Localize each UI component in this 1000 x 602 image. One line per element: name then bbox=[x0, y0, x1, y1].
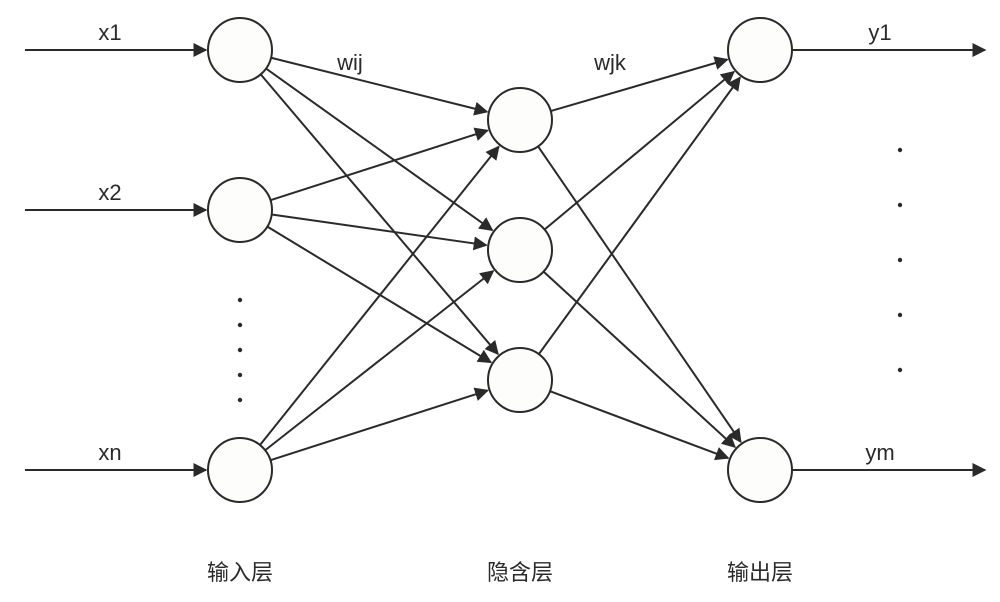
weight-label-0: wij bbox=[336, 50, 363, 75]
node-i2 bbox=[208, 178, 272, 242]
ellipsis-dot bbox=[898, 148, 902, 152]
edge-in-h2 bbox=[265, 271, 493, 450]
edge-h3-om bbox=[550, 391, 728, 458]
edge-h3-o1 bbox=[539, 77, 740, 354]
edge-h1-o1 bbox=[551, 60, 728, 112]
neural-network-diagram: x1 x2 xn y1 ym 输入层 隐含层 输出层 wij wjk bbox=[0, 0, 1000, 602]
ellipsis-dot bbox=[898, 313, 902, 317]
node-h2 bbox=[488, 218, 552, 282]
edge-h2-om bbox=[544, 272, 735, 447]
node-o1 bbox=[728, 18, 792, 82]
ellipsis-dot bbox=[238, 323, 242, 327]
output-label-o1: y1 bbox=[868, 20, 891, 45]
ellipsis-group bbox=[238, 148, 902, 402]
ellipsis-dot bbox=[238, 348, 242, 352]
input-label-in: xn bbox=[98, 440, 121, 465]
layer-label-input: 输入层 bbox=[207, 560, 273, 585]
layer-label-output: 输出层 bbox=[727, 560, 793, 585]
weight-label-1: wjk bbox=[593, 50, 627, 75]
node-h3 bbox=[488, 348, 552, 412]
ellipsis-dot bbox=[898, 203, 902, 207]
input-label-i2: x2 bbox=[98, 180, 121, 205]
ellipsis-dot bbox=[238, 298, 242, 302]
input-label-i1: x1 bbox=[98, 20, 121, 45]
edge-h2-o1 bbox=[545, 72, 734, 230]
edge-in-h3 bbox=[270, 390, 487, 460]
ellipsis-dot bbox=[898, 368, 902, 372]
node-i1 bbox=[208, 18, 272, 82]
edge-i2-h1 bbox=[270, 130, 487, 200]
edge-i2-h2 bbox=[272, 215, 487, 246]
edge-i1-h2 bbox=[266, 69, 492, 231]
node-om bbox=[728, 438, 792, 502]
ellipsis-dot bbox=[238, 398, 242, 402]
edge-i1-h1 bbox=[271, 58, 487, 112]
ellipsis-dot bbox=[238, 373, 242, 377]
layer-label-hidden: 隐含层 bbox=[487, 560, 553, 585]
node-in bbox=[208, 438, 272, 502]
output-label-om: ym bbox=[865, 440, 894, 465]
node-h1 bbox=[488, 88, 552, 152]
ellipsis-dot bbox=[898, 258, 902, 262]
edge-i1-h3 bbox=[261, 74, 498, 354]
